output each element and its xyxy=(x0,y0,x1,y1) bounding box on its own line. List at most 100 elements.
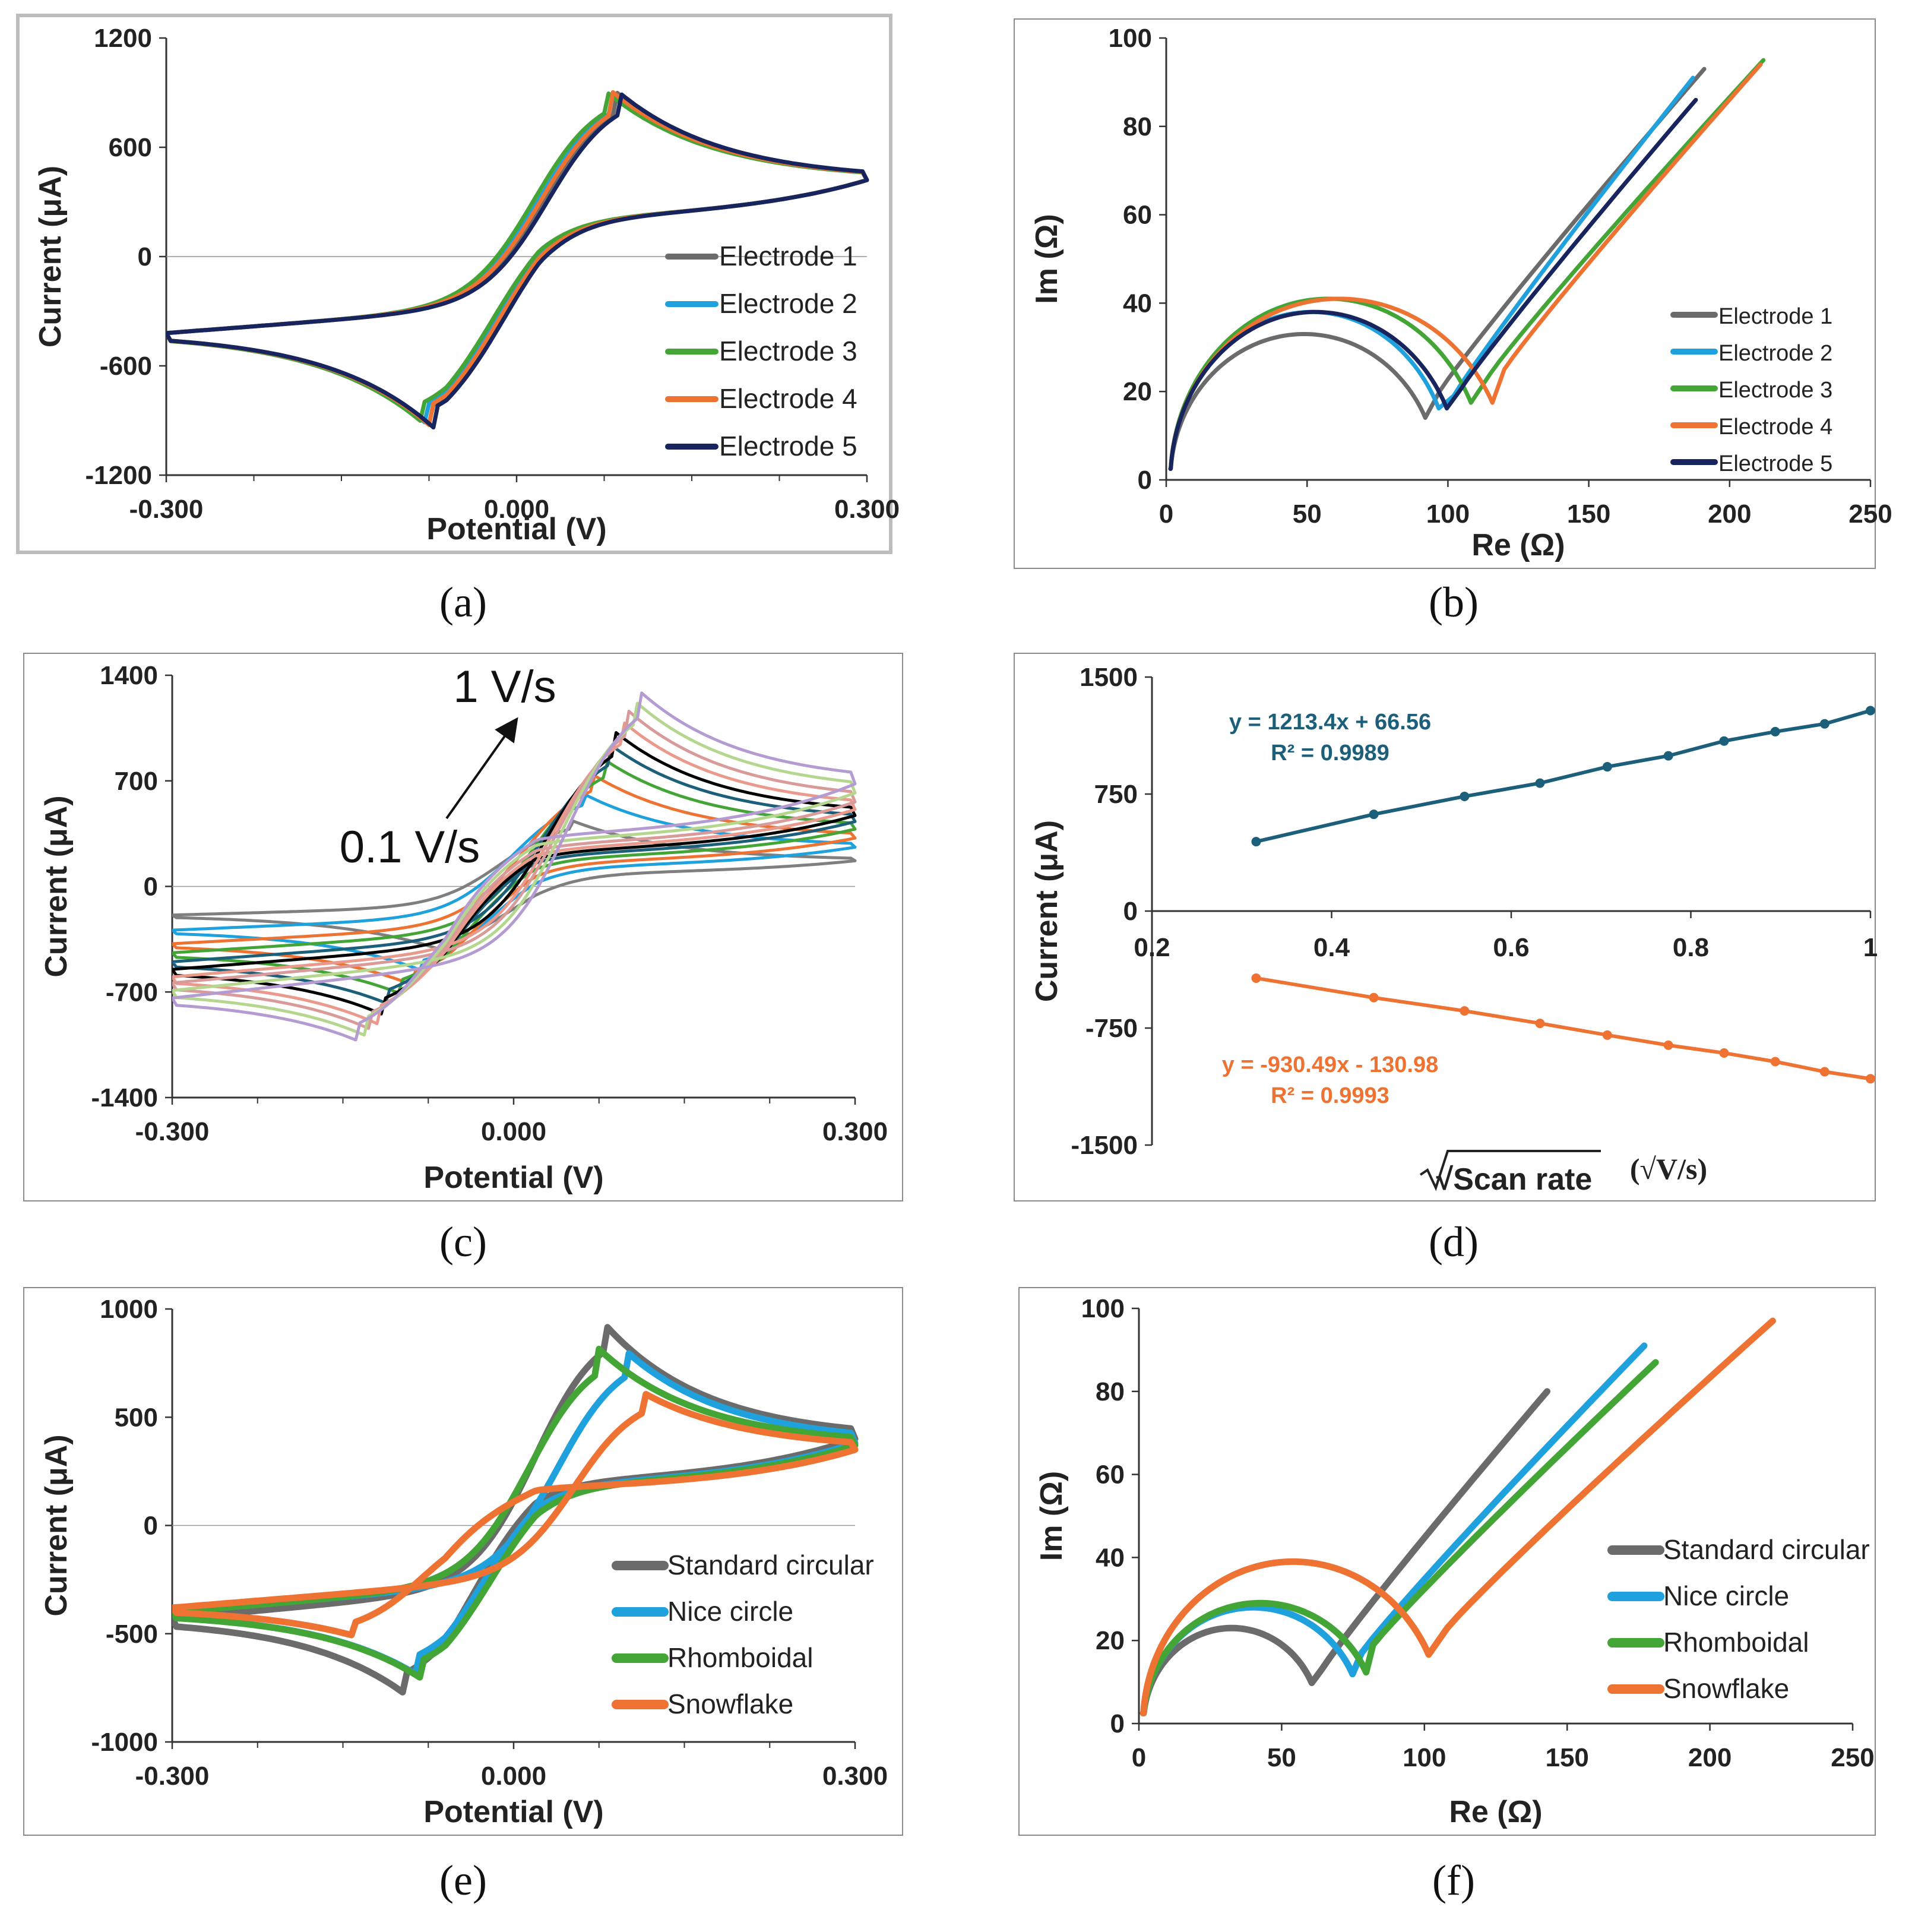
y-axis-title: Current (μA) xyxy=(39,795,74,977)
data-point xyxy=(1770,726,1780,736)
series-line-anodic xyxy=(1255,709,1871,844)
series-line-0-2-v-s xyxy=(172,793,857,972)
y-axis-title: Current (μA) xyxy=(1030,820,1064,1002)
x-axis-title: Potential (V) xyxy=(426,512,606,546)
chart-panel-c: 1400 700 0 -700 -1400 -0.300 0.000 0.300 Potenti… xyxy=(23,653,903,1266)
legend-label: Electrode 1 xyxy=(719,241,857,271)
x-tick-label: 250 xyxy=(1831,1743,1874,1772)
y-tick-label: 1400 xyxy=(100,661,158,690)
x-axis-title: √Scan rate xyxy=(1436,1162,1593,1197)
data-point xyxy=(1819,1067,1829,1077)
y-tick-label: 0 xyxy=(144,1512,158,1541)
y-tick-label: 60 xyxy=(1096,1460,1125,1490)
data-point xyxy=(1819,719,1829,729)
chart-frame xyxy=(16,14,892,554)
series-line-snowflake xyxy=(172,1391,859,1639)
y-tick-label: 600 xyxy=(109,133,152,162)
x-axis-title: Potential (V) xyxy=(423,1161,603,1195)
y-tick-label: 0 xyxy=(144,872,158,902)
y-tick-label: 20 xyxy=(1096,1626,1125,1655)
fit-r-squared: R² = 0.9993 xyxy=(1271,1083,1389,1108)
legend-label: Electrode 2 xyxy=(1718,341,1832,366)
y-tick-label: 40 xyxy=(1123,289,1152,318)
y-tick-label: -600 xyxy=(100,352,152,381)
legend-label: Rhomboidal xyxy=(1663,1627,1809,1658)
y-tick-label: 40 xyxy=(1096,1543,1125,1572)
x-tick-label: 100 xyxy=(1403,1743,1446,1772)
data-point xyxy=(1602,762,1612,772)
x-axis-title: Re (Ω) xyxy=(1471,528,1565,562)
data-point xyxy=(1369,992,1379,1003)
panel-label: (f) xyxy=(1432,1857,1475,1904)
x-tick-label: 0.2 xyxy=(1134,933,1170,962)
x-tick-label: 0.000 xyxy=(481,1762,546,1791)
x-tick-label: -0.300 xyxy=(135,1117,210,1146)
legend-label: Nice circle xyxy=(1663,1580,1789,1611)
y-tick-label: 0 xyxy=(1138,466,1152,495)
series-line-electrode-5 xyxy=(166,92,869,430)
data-point xyxy=(1535,778,1545,788)
y-tick-label: 100 xyxy=(1081,1294,1125,1323)
x-axis-title: Potential (V) xyxy=(423,1795,603,1829)
legend-label: Snowflake xyxy=(1663,1673,1789,1704)
annotation-high-rate: 1 V/s xyxy=(453,662,556,712)
x-tick-label: 150 xyxy=(1567,499,1610,529)
legend-label: Standard circular xyxy=(1663,1534,1870,1565)
legend-label: Rhomboidal xyxy=(667,1642,813,1673)
annotation-low-rate: 0.1 V/s xyxy=(340,822,480,872)
x-tick-label: 0.300 xyxy=(834,495,900,524)
panel-label: (b) xyxy=(1429,578,1479,626)
y-tick-label: 0 xyxy=(1110,1709,1125,1738)
data-point xyxy=(1602,1030,1612,1040)
data-point xyxy=(1663,751,1673,761)
y-tick-label: -1200 xyxy=(85,461,152,490)
chart-panel-a: 1200 600 0 -600 -1200 -0.300 0.000 0.300 Potenti… xyxy=(16,14,900,626)
scan-rate-arrow xyxy=(445,717,518,820)
x-axis-unit: (√V/s) xyxy=(1630,1152,1707,1185)
series-line-cathodic xyxy=(1255,976,1871,1081)
y-tick-label: -1500 xyxy=(1071,1131,1138,1160)
data-point xyxy=(1535,1019,1545,1029)
legend-label: Electrode 1 xyxy=(1718,304,1832,329)
y-tick-label: -700 xyxy=(106,978,158,1007)
series-line-snowflake xyxy=(1139,1317,1776,1716)
y-axis-title: Current (μA) xyxy=(39,1434,74,1616)
data-point xyxy=(1866,1074,1875,1084)
x-tick-label: 250 xyxy=(1848,499,1892,529)
data-point xyxy=(1460,791,1470,801)
series-line-electrode-1 xyxy=(1168,67,1707,471)
y-tick-label: 80 xyxy=(1123,112,1152,141)
y-tick-label: 750 xyxy=(1094,780,1138,809)
fit-equation: y = 1213.4x + 66.56 xyxy=(1229,710,1431,735)
x-tick-label: 50 xyxy=(1267,1743,1296,1772)
panel-label: (c) xyxy=(439,1218,487,1266)
chart-frame xyxy=(1014,653,1876,1201)
series-line-1-v-s xyxy=(172,691,857,1042)
series-line-0-5-v-s xyxy=(172,744,857,1005)
y-tick-label: 0 xyxy=(1123,897,1138,926)
chart-panel-d: 1500 750 0 -750 -1500 0.2 0.4 0.6 0.8 1 √Scan rate… xyxy=(1014,653,1878,1266)
y-tick-label: 500 xyxy=(115,1403,158,1432)
legend-label: Snowflake xyxy=(667,1688,793,1719)
x-tick-label: 0.300 xyxy=(822,1762,888,1791)
y-tick-label: 60 xyxy=(1123,201,1152,230)
x-tick-label: 100 xyxy=(1426,499,1470,529)
y-tick-label: 1000 xyxy=(100,1295,158,1324)
x-tick-label: -0.300 xyxy=(129,495,204,524)
y-tick-label: -500 xyxy=(106,1620,158,1649)
y-tick-label: 1500 xyxy=(1080,663,1138,692)
legend-label: Electrode 4 xyxy=(1718,415,1832,439)
legend-label: Electrode 5 xyxy=(719,431,857,461)
panel-label: (a) xyxy=(439,578,487,626)
data-point xyxy=(1460,1006,1470,1016)
legend-label: Electrode 5 xyxy=(1718,451,1832,476)
series-line-0-4-v-s xyxy=(172,760,857,995)
y-tick-label: 0 xyxy=(138,242,152,271)
chart-frame xyxy=(23,1287,903,1836)
x-tick-label: 150 xyxy=(1545,1743,1588,1772)
y-axis-title: Current (μA) xyxy=(33,166,68,347)
y-tick-label: -1000 xyxy=(91,1728,158,1757)
y-tick-label: 1200 xyxy=(94,24,152,53)
